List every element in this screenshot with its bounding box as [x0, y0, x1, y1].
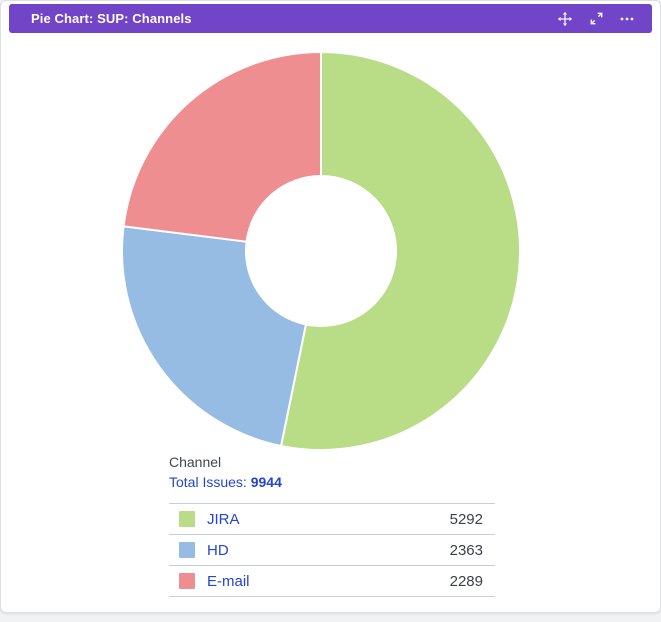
- legend-value-jira: 5292: [346, 503, 495, 535]
- total-issues-label: Total Issues:: [169, 474, 247, 490]
- legend-row: JIRA 5292: [169, 503, 495, 535]
- legend-label-jira[interactable]: JIRA: [207, 510, 240, 528]
- legend-value-e-mail: 2289: [346, 565, 495, 597]
- legend-row: HD 2363: [169, 534, 495, 566]
- pie-chart[interactable]: [1, 1, 661, 471]
- legend-value-hd: 2363: [346, 534, 495, 566]
- gadget-header: Pie Chart: SUP: Channels: [9, 4, 652, 33]
- pie-slice-hd[interactable]: [121, 225, 307, 447]
- pie-slice-jira[interactable]: [280, 51, 521, 451]
- legend-swatch-hd: [179, 542, 195, 558]
- move-icon[interactable]: [554, 8, 576, 30]
- legend-label-e-mail[interactable]: E-mail: [207, 572, 250, 590]
- legend-swatch-e-mail: [179, 573, 195, 589]
- chart-stat-type-label: Channel: [169, 454, 222, 470]
- gadget-title: Pie Chart: SUP: Channels: [31, 11, 192, 26]
- total-issues-value: 9944: [250, 474, 282, 490]
- chart-summary: Channel Total Issues: 9944: [169, 453, 499, 492]
- legend-swatch-jira: [179, 511, 195, 527]
- more-icon[interactable]: [616, 8, 638, 30]
- legend-row: E-mail 2289: [169, 565, 495, 597]
- gadget-toolbar: [554, 8, 638, 30]
- expand-icon[interactable]: [585, 8, 607, 30]
- pie-slice-e-mail[interactable]: [122, 51, 322, 243]
- legend-label-hd[interactable]: HD: [207, 541, 229, 559]
- total-issues-line: Total Issues: 9944: [169, 473, 499, 492]
- legend-table: JIRA 5292 HD 2363 E-mail 2289: [169, 503, 495, 597]
